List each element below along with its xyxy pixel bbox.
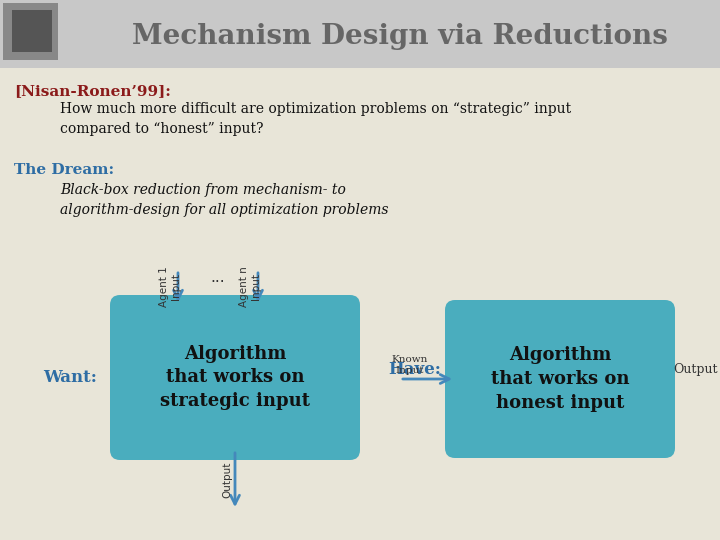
- Text: Output: Output: [222, 462, 232, 498]
- Bar: [0, 0, 720, 68]
- Text: Algorithm
that works on
honest input: Algorithm that works on honest input: [491, 346, 629, 411]
- Text: The Dream:: The Dream:: [14, 163, 114, 177]
- FancyBboxPatch shape: [445, 300, 675, 458]
- Text: Want:: Want:: [43, 369, 97, 386]
- Text: How much more difficult are optimization problems on “strategic” input
compared : How much more difficult are optimization…: [60, 102, 571, 136]
- Text: Agent 1
Input: Agent 1 Input: [159, 267, 181, 307]
- Text: Mechanism Design via Reductions: Mechanism Design via Reductions: [132, 23, 668, 50]
- Bar: [12, 10, 52, 52]
- Text: Output: Output: [672, 362, 717, 375]
- Bar: [3, 3, 58, 60]
- FancyBboxPatch shape: [110, 295, 360, 460]
- Text: Known
Input: Known Input: [392, 355, 428, 375]
- Text: Algorithm
that works on
strategic input: Algorithm that works on strategic input: [160, 345, 310, 410]
- Text: Have:: Have:: [389, 361, 441, 377]
- Text: Agent n
Input: Agent n Input: [239, 267, 261, 307]
- Text: ...: ...: [211, 271, 225, 286]
- Text: Black-box reduction from mechanism- to
algorithm-design for all optimization pro: Black-box reduction from mechanism- to a…: [60, 183, 389, 217]
- Text: [Nisan-Ronen’99]:: [Nisan-Ronen’99]:: [14, 84, 171, 98]
